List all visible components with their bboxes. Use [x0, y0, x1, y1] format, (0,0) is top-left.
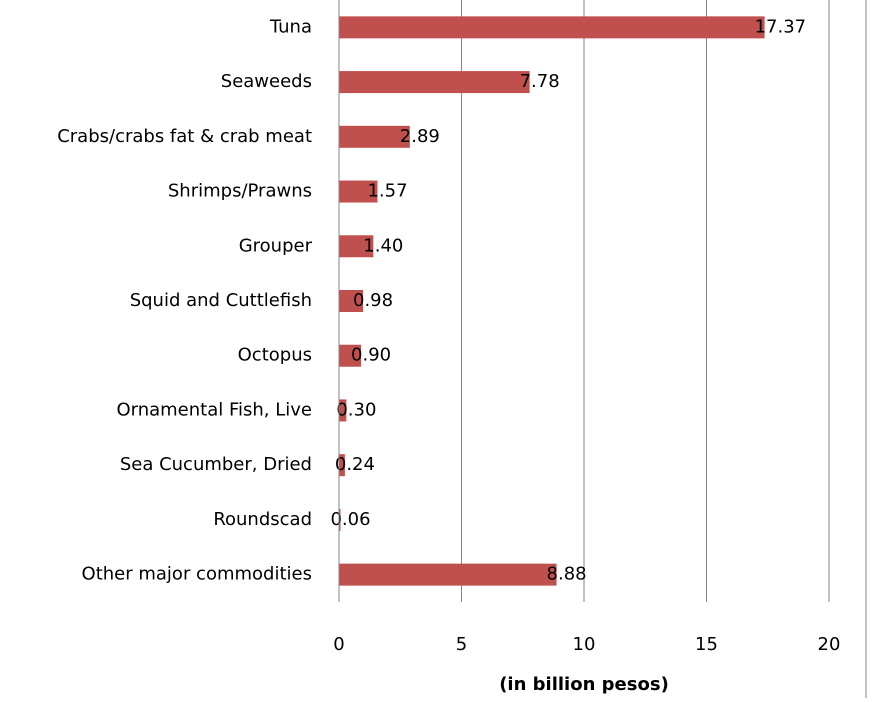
x-tick-label: 20 [818, 634, 841, 655]
y-tick-label: Grouper [239, 235, 313, 256]
bar [339, 399, 347, 422]
data-label: 0.30 [336, 399, 376, 420]
y-tick-label: Seaweeds [221, 71, 312, 92]
bar [339, 508, 341, 531]
x-tick-label: 15 [695, 634, 718, 655]
bar [339, 290, 364, 312]
data-label: 17.37 [755, 16, 807, 37]
bar [339, 563, 557, 586]
y-tick-label: Other major commodities [82, 564, 312, 585]
x-tick-label: 10 [573, 634, 596, 655]
bar [339, 180, 378, 203]
x-tick-label: 5 [456, 634, 467, 655]
y-tick-label: Squid and Cuttlefish [130, 290, 312, 311]
y-tick-label: Tuna [269, 16, 312, 37]
y-tick-label: Sea Cucumber, Dried [120, 454, 312, 475]
data-label: 0.98 [353, 290, 393, 311]
y-tick-label: Shrimps/Prawns [168, 181, 312, 202]
data-label: 0.90 [351, 345, 391, 366]
data-label: 7.78 [520, 71, 560, 92]
y-tick-label: Crabs/crabs fat & crab meat [57, 126, 312, 147]
data-label: 1.57 [367, 181, 407, 202]
bar [339, 454, 345, 477]
y-tick-label: Octopus [238, 345, 312, 366]
y-tick-label: Ornamental Fish, Live [116, 399, 312, 420]
data-label: 0.06 [330, 509, 370, 530]
data-label: 1.40 [363, 235, 403, 256]
x-tick-label: 0 [333, 634, 344, 655]
y-tick-label: Roundscad [213, 509, 312, 530]
bar [339, 71, 530, 94]
bar [339, 16, 765, 39]
bar [339, 344, 362, 367]
x-axis-title: (in billion pesos) [499, 674, 669, 695]
data-label: 2.89 [400, 126, 440, 147]
bar [339, 235, 374, 258]
data-label: 8.88 [547, 564, 587, 585]
data-label: 0.24 [335, 454, 375, 475]
bar [339, 125, 410, 148]
